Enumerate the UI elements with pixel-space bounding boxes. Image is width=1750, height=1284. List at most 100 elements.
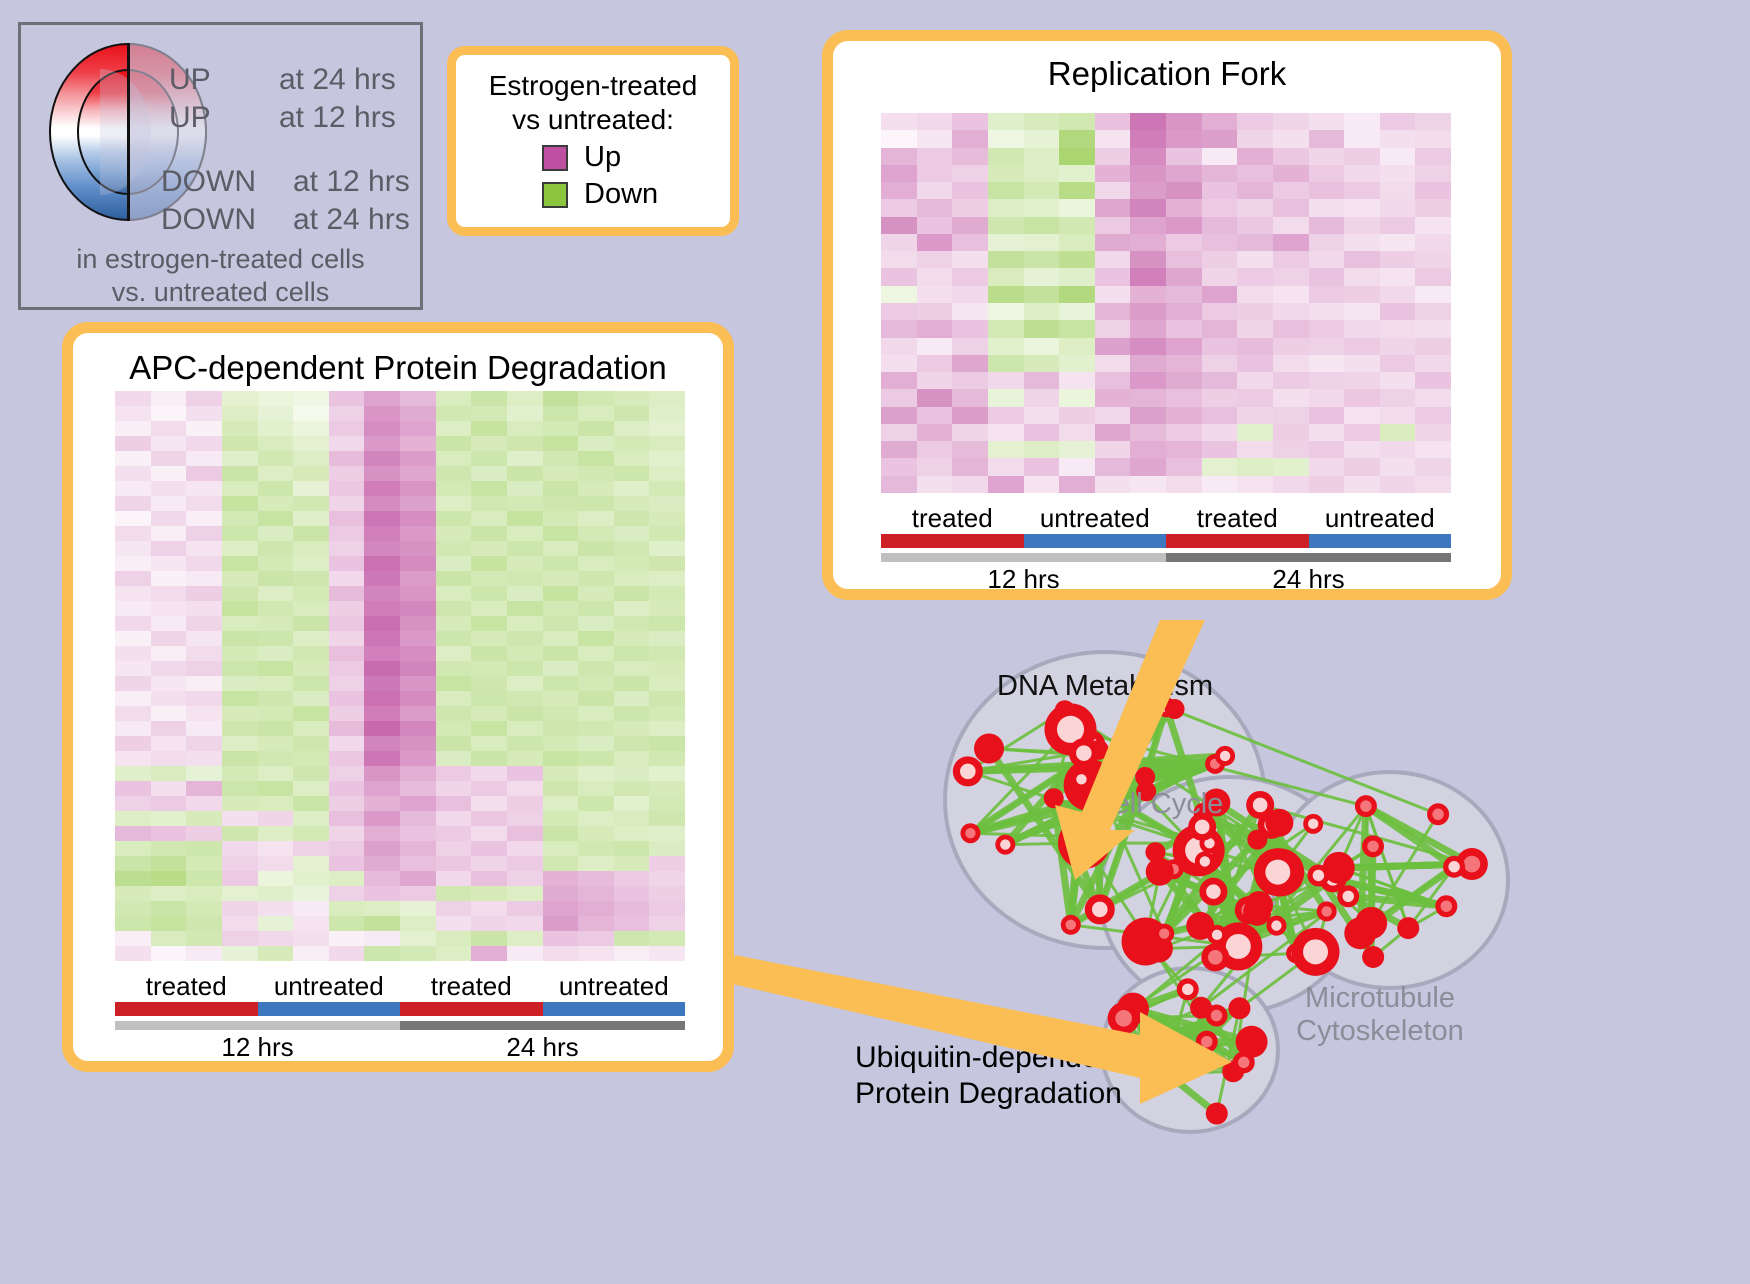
heatmap-cell <box>952 286 988 303</box>
heatmap-cell <box>151 541 187 556</box>
heatmap-cell <box>151 736 187 751</box>
heatmap-cell <box>1415 199 1451 216</box>
heatmap-cell <box>988 268 1024 285</box>
heatmap-cell <box>471 826 507 841</box>
heatmap-cell <box>329 901 365 916</box>
heatmap-cell <box>1166 165 1202 182</box>
heatmap-cell <box>115 871 151 886</box>
heatmap-cell <box>952 407 988 424</box>
heatmap-cell <box>952 251 988 268</box>
heatmap-cell <box>1166 303 1202 320</box>
heatmap-cell <box>578 841 614 856</box>
heatmap-cell <box>1380 217 1416 234</box>
heatmap-cell <box>400 766 436 781</box>
heatmap-cell <box>293 511 329 526</box>
heatmap-cell <box>1202 217 1238 234</box>
heatmap-cell <box>186 736 222 751</box>
heatmap-cell <box>1273 372 1309 389</box>
heatmap-cell <box>329 676 365 691</box>
network-node-core <box>1360 800 1371 811</box>
heatmap-cell <box>471 661 507 676</box>
heatmap-cell <box>364 931 400 946</box>
legend-item-down: Down <box>542 178 730 211</box>
heatmap-cell <box>1095 407 1131 424</box>
heatmap-cell <box>1130 441 1166 458</box>
heatmap-cell <box>578 916 614 931</box>
heatmap-cell <box>436 511 472 526</box>
network-node-core <box>1145 1051 1162 1068</box>
heatmap-cell <box>1237 286 1273 303</box>
heatmap-cell <box>1095 355 1131 372</box>
heatmap-cell <box>364 736 400 751</box>
heatmap-cell <box>436 496 472 511</box>
heatmap-cell <box>649 826 685 841</box>
heatmap-cell <box>436 526 472 541</box>
heatmap-cell <box>917 113 953 130</box>
heatmap-cell <box>1130 372 1166 389</box>
cluster-label-ubiquitin-degradation: Ubiquitin-dependent Protein Degradation <box>855 1040 1124 1112</box>
heatmap-cell <box>543 871 579 886</box>
heatmap-cell <box>151 586 187 601</box>
heatmap-cell <box>436 691 472 706</box>
heatmap-cell <box>293 811 329 826</box>
heatmap-cell <box>988 286 1024 303</box>
heatmap-cell <box>115 931 151 946</box>
heatmap-cell <box>1344 372 1380 389</box>
heatmap-cell <box>258 436 294 451</box>
heatmap-cell <box>151 751 187 766</box>
heatmap-cell <box>1237 303 1273 320</box>
heatmap-cell <box>151 946 187 961</box>
heatmap-cell <box>1380 182 1416 199</box>
heatmap-cell <box>329 526 365 541</box>
heatmap-cell <box>1380 441 1416 458</box>
heatmap-cell <box>471 391 507 406</box>
heatmap-cell <box>471 691 507 706</box>
heatmap-cell <box>400 481 436 496</box>
heatmap-cell <box>1130 148 1166 165</box>
heatmap-cell <box>614 466 650 481</box>
heatmap-cell <box>1309 458 1345 475</box>
heatmap-cell <box>115 841 151 856</box>
heatmap-cell <box>293 616 329 631</box>
heatmap-cell <box>115 631 151 646</box>
heatmap-cell <box>186 601 222 616</box>
network-node <box>1265 809 1293 837</box>
heatmap-cell <box>649 721 685 736</box>
heatmap-cell <box>400 436 436 451</box>
heatmap-cell <box>186 496 222 511</box>
heatmap-cell <box>1237 182 1273 199</box>
heatmap-cell <box>1415 130 1451 147</box>
heatmap-cell <box>917 165 953 182</box>
heatmap-cell <box>578 421 614 436</box>
heatmap-cell <box>1059 268 1095 285</box>
heatmap-cell <box>952 113 988 130</box>
heatmap-cell <box>1202 320 1238 337</box>
heatmap-cell <box>649 526 685 541</box>
heatmap-cell <box>578 931 614 946</box>
heatmap-cell <box>543 481 579 496</box>
heatmap-cell <box>507 421 543 436</box>
heatmap-cell <box>1344 320 1380 337</box>
cluster-label-dna-metabolism: DNA Metabolism <box>997 670 1213 703</box>
condition-bars-apc <box>115 1002 685 1016</box>
heatmap-cell <box>186 391 222 406</box>
heatmap-cell <box>507 646 543 661</box>
heatmap-cell <box>507 556 543 571</box>
heatmap-cell <box>988 148 1024 165</box>
heatmap-cell <box>1309 113 1345 130</box>
heatmap-cell <box>988 338 1024 355</box>
heatmap-cell <box>881 268 917 285</box>
network-node-core <box>1212 930 1222 940</box>
heatmap-cell <box>400 556 436 571</box>
heatmap-cell <box>436 436 472 451</box>
heatmap-cell <box>436 676 472 691</box>
heatmap-cell <box>436 631 472 646</box>
heatmap-cell <box>115 616 151 631</box>
heatmap-cell <box>293 916 329 931</box>
heatmap-cell <box>436 856 472 871</box>
heatmap-cell <box>507 451 543 466</box>
heatmap-cell <box>471 586 507 601</box>
heatmap-cell <box>1059 458 1095 475</box>
heatmap-cell <box>293 496 329 511</box>
heatmap-cell <box>258 616 294 631</box>
